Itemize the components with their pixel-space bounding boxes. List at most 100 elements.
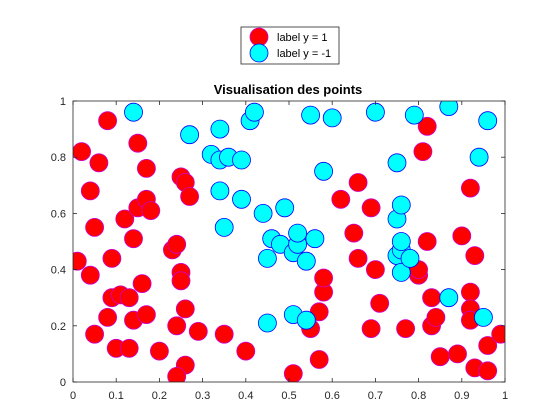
point-label-positive <box>119 338 139 358</box>
point-label-positive <box>80 181 100 201</box>
point-label-positive <box>128 133 148 153</box>
x-tick-label: 0.5 <box>281 390 296 402</box>
point-label-negative <box>244 102 264 122</box>
point-label-negative <box>257 313 277 333</box>
legend-marker-series-2 <box>249 43 269 63</box>
point-label-negative <box>296 310 316 330</box>
point-label-positive <box>361 198 381 218</box>
x-axis: 0 0.1 0.2 0.3 0.4 0.5 0.6 0.7 0.8 0.9 1 <box>70 101 508 402</box>
point-label-positive <box>491 324 505 344</box>
point-label-negative <box>478 111 498 131</box>
point-label-negative <box>124 102 143 122</box>
y-tick-label: 1 <box>60 96 66 108</box>
y-tick-label: 0 <box>60 377 66 389</box>
point-label-negative <box>253 203 273 223</box>
point-label-negative <box>365 102 385 122</box>
point-label-negative <box>322 108 342 128</box>
point-label-negative <box>400 248 420 268</box>
y-axis: 0 0.2 0.4 0.6 0.8 1 <box>51 96 505 389</box>
point-label-positive <box>422 288 442 308</box>
point-label-positive <box>417 116 437 136</box>
point-label-negative <box>210 119 230 139</box>
point-label-negative <box>391 262 411 282</box>
point-label-positive <box>141 201 161 221</box>
point-label-positive <box>361 319 381 339</box>
x-tick-label: 0.3 <box>195 390 210 402</box>
point-label-positive <box>136 158 156 178</box>
point-label-positive <box>460 282 480 302</box>
legend-label-series-1: label y = 1 <box>277 32 327 44</box>
point-label-positive <box>344 223 364 243</box>
point-label-negative <box>214 217 234 237</box>
point-label-positive <box>167 367 187 382</box>
x-tick-label: 0.7 <box>368 390 383 402</box>
y-tick-label: 0.6 <box>51 208 66 220</box>
point-label-negative <box>288 223 308 243</box>
point-label-negative <box>473 307 493 327</box>
point-label-positive <box>430 347 450 367</box>
point-label-positive <box>149 341 169 361</box>
point-label-negative <box>232 189 251 209</box>
x-tick-label: 0.8 <box>411 390 426 402</box>
point-label-negative <box>439 288 459 308</box>
point-label-positive <box>188 321 208 341</box>
point-label-positive <box>331 189 351 209</box>
point-label-negative <box>275 198 295 218</box>
legend-marker-series-1 <box>249 27 269 47</box>
point-label-positive <box>132 274 152 294</box>
point-label-negative <box>391 195 411 215</box>
point-label-negative <box>305 229 325 249</box>
point-label-positive <box>89 153 109 173</box>
point-label-positive <box>413 142 433 162</box>
x-tick-label: 0 <box>70 390 76 402</box>
point-label-positive <box>85 324 104 344</box>
point-label-positive <box>426 307 446 327</box>
point-label-positive <box>136 305 156 325</box>
point-label-positive <box>119 288 139 308</box>
point-label-negative <box>387 153 407 173</box>
x-tick-label: 1 <box>502 390 508 402</box>
point-label-negative <box>439 101 459 116</box>
legend: label y = 1 label y = -1 <box>240 26 340 65</box>
x-tick-label: 0.6 <box>325 390 340 402</box>
point-label-positive <box>460 178 480 198</box>
point-label-negative <box>314 161 334 181</box>
point-label-positive <box>98 307 117 327</box>
series-2-points <box>124 101 498 333</box>
point-label-positive <box>175 299 195 319</box>
point-label-positive <box>102 248 122 268</box>
point-label-negative <box>232 150 251 170</box>
x-tick-label: 0.2 <box>152 390 167 402</box>
point-label-positive <box>365 260 385 280</box>
point-label-positive <box>80 265 100 285</box>
point-label-positive <box>348 248 368 268</box>
point-label-positive <box>465 246 485 266</box>
legend-label-series-2: label y = -1 <box>277 48 331 60</box>
point-label-negative <box>404 105 424 125</box>
point-label-positive <box>283 364 303 382</box>
y-tick-label: 0.2 <box>51 321 66 333</box>
point-label-positive <box>452 226 472 246</box>
point-label-positive <box>348 173 368 192</box>
point-label-negative <box>210 181 230 201</box>
point-label-negative <box>469 147 489 167</box>
point-label-positive <box>309 350 329 369</box>
points-layer <box>73 101 505 382</box>
point-label-positive <box>167 316 187 336</box>
y-tick-label: 0.8 <box>51 152 66 164</box>
point-label-positive <box>73 251 87 271</box>
point-label-positive <box>478 336 498 355</box>
x-tick-label: 0.1 <box>109 390 124 402</box>
point-label-positive <box>370 293 390 313</box>
point-label-negative <box>391 232 411 251</box>
point-label-positive <box>73 142 91 161</box>
point-label-positive <box>171 271 191 291</box>
point-label-positive <box>236 341 256 361</box>
point-label-negative <box>296 251 316 271</box>
point-label-positive <box>478 361 498 381</box>
x-tick-label: 0.9 <box>454 390 469 402</box>
point-label-positive <box>115 209 135 229</box>
point-label-positive <box>180 187 200 206</box>
point-label-negative <box>180 125 200 145</box>
point-label-positive <box>314 268 334 288</box>
